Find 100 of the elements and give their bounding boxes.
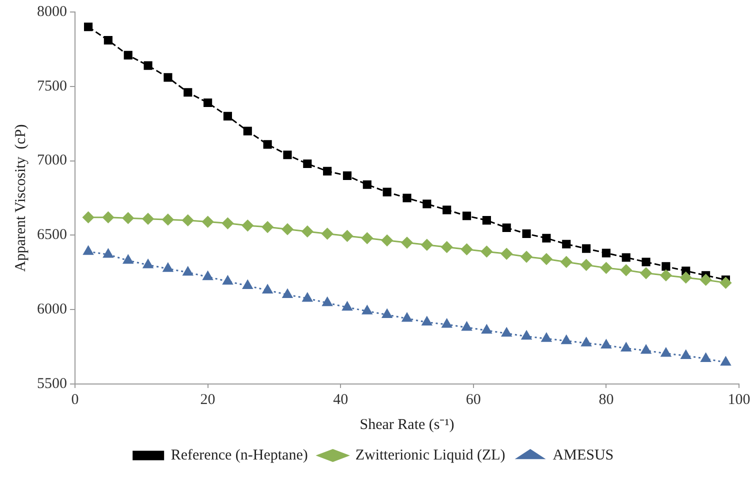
point	[640, 267, 652, 279]
y-tick-label: 5500	[37, 376, 67, 392]
point	[381, 234, 393, 246]
point	[580, 259, 592, 271]
point	[480, 246, 492, 258]
y-axis-title: Apparent Viscosity (cP)	[12, 124, 29, 272]
point	[361, 232, 373, 244]
point	[600, 262, 612, 274]
point	[720, 356, 731, 366]
point	[560, 256, 572, 268]
y-tick-label: 7000	[37, 152, 67, 169]
point	[104, 36, 112, 45]
point	[222, 218, 234, 230]
point	[102, 212, 114, 224]
point	[142, 259, 154, 268]
y-tick-label: 6500	[37, 227, 67, 244]
point	[202, 216, 214, 228]
point	[83, 246, 94, 255]
point	[442, 206, 452, 214]
point	[562, 240, 571, 248]
point	[642, 258, 650, 266]
point	[123, 254, 134, 264]
point	[442, 318, 452, 328]
point	[84, 22, 93, 32]
point	[162, 214, 174, 226]
point	[720, 277, 732, 289]
point	[502, 328, 512, 337]
point	[680, 350, 691, 359]
point	[282, 288, 293, 298]
y-tick-label: 6000	[37, 302, 67, 318]
x-tick-label: 100	[728, 392, 750, 408]
point	[342, 302, 352, 311]
point	[602, 248, 610, 258]
point	[680, 272, 692, 284]
point	[402, 312, 412, 322]
point	[124, 50, 132, 60]
x-tick-label: 40	[333, 392, 348, 408]
point	[482, 324, 492, 334]
point	[182, 266, 193, 276]
point	[540, 253, 552, 265]
y-tick-label: 8000	[37, 4, 67, 20]
point	[302, 226, 314, 238]
point	[202, 271, 213, 280]
point	[660, 270, 672, 282]
point	[441, 241, 453, 253]
point	[620, 264, 632, 276]
point	[243, 126, 252, 136]
point	[622, 253, 630, 262]
point	[421, 239, 433, 251]
point	[662, 262, 670, 271]
point	[521, 330, 532, 340]
point	[502, 223, 511, 232]
point	[362, 180, 372, 189]
point	[283, 150, 292, 160]
x-tick-label: 80	[598, 392, 614, 408]
x-axis-title: Shear Rate (s⁻¹)	[360, 416, 454, 433]
point	[522, 229, 531, 238]
point	[520, 251, 532, 263]
point	[144, 61, 152, 70]
point	[182, 214, 194, 226]
point	[362, 305, 372, 314]
point	[162, 262, 174, 272]
point	[700, 274, 712, 286]
point	[542, 234, 551, 242]
legend-label: Zwitterionic Liquid (ZL)	[355, 447, 506, 464]
point	[103, 248, 114, 258]
point	[422, 316, 432, 326]
point	[262, 284, 273, 294]
point	[561, 335, 572, 344]
point	[242, 280, 253, 290]
point	[382, 309, 392, 318]
point	[164, 73, 172, 82]
point	[223, 112, 232, 120]
point	[500, 248, 512, 260]
point	[142, 213, 154, 225]
point	[601, 340, 612, 349]
point	[640, 344, 652, 354]
point	[462, 322, 472, 331]
point	[322, 297, 332, 306]
point	[282, 224, 294, 235]
point	[382, 188, 392, 196]
point	[262, 221, 274, 233]
point	[82, 212, 94, 224]
point	[303, 159, 312, 168]
point	[401, 236, 413, 248]
point	[263, 140, 272, 149]
point	[322, 228, 334, 240]
point	[204, 98, 212, 108]
point	[342, 171, 352, 180]
point	[302, 292, 312, 302]
point	[621, 342, 632, 352]
point	[422, 200, 432, 208]
point	[242, 220, 254, 232]
point	[461, 244, 473, 256]
point	[660, 348, 672, 357]
point	[341, 230, 353, 242]
point	[122, 212, 134, 224]
point	[581, 337, 592, 346]
x-tick-label: 0	[71, 392, 79, 408]
point	[323, 166, 332, 176]
